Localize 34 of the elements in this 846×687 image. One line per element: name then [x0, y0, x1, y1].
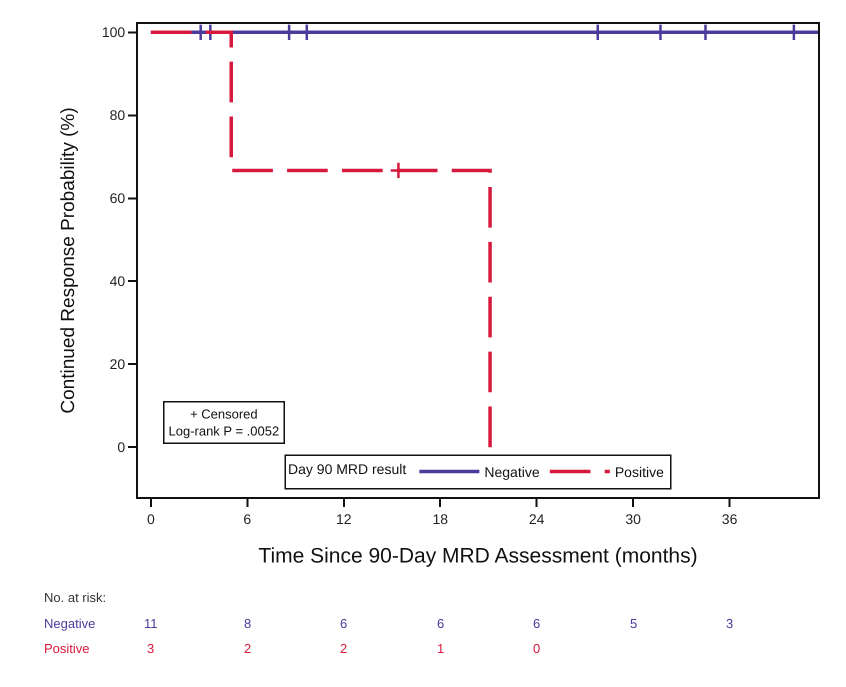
y-tick-label: 0: [117, 439, 126, 456]
legend-label: Positive: [614, 464, 664, 480]
text: Negative: [44, 616, 96, 631]
text: 0: [533, 641, 540, 656]
legend-label: Negative: [484, 464, 540, 480]
y-tick-label: 60: [110, 190, 126, 206]
x-tick-label: 30: [625, 510, 642, 527]
x-tick-label: 18: [432, 510, 448, 527]
y-tick-label: 20: [110, 356, 126, 372]
text: 6: [533, 616, 540, 631]
annotation: + Censored Log-rank P = .0052: [168, 406, 280, 438]
y-axis-title: Continued Response Probability (%): [58, 107, 80, 414]
legend-title: Day 90 MRD result: [288, 461, 406, 478]
text: 6: [340, 616, 348, 631]
x-tick-label: 24: [528, 510, 545, 527]
x-tick-label: 6: [243, 510, 252, 527]
text: 3: [147, 641, 154, 656]
text: Positive: [44, 641, 90, 656]
text: 2: [244, 641, 252, 656]
text: 6: [437, 616, 444, 631]
text: 11: [144, 616, 158, 631]
text: 3: [726, 616, 734, 631]
text: 5: [630, 616, 638, 631]
y-tick-label: 80: [110, 107, 126, 124]
y-tick-label: 40: [110, 273, 126, 290]
x-axis-title: Time Since 90-Day MRD Assessment (months): [258, 544, 698, 568]
x-tick-label: 36: [722, 510, 738, 527]
y-tick-label: 100: [102, 24, 126, 40]
x-tick-label: 12: [336, 510, 352, 527]
x-tick-label: 0: [146, 510, 155, 527]
text: 2: [340, 641, 348, 656]
text: 8: [244, 616, 252, 631]
text: No. at risk:: [44, 590, 106, 605]
text: 1: [437, 641, 444, 656]
